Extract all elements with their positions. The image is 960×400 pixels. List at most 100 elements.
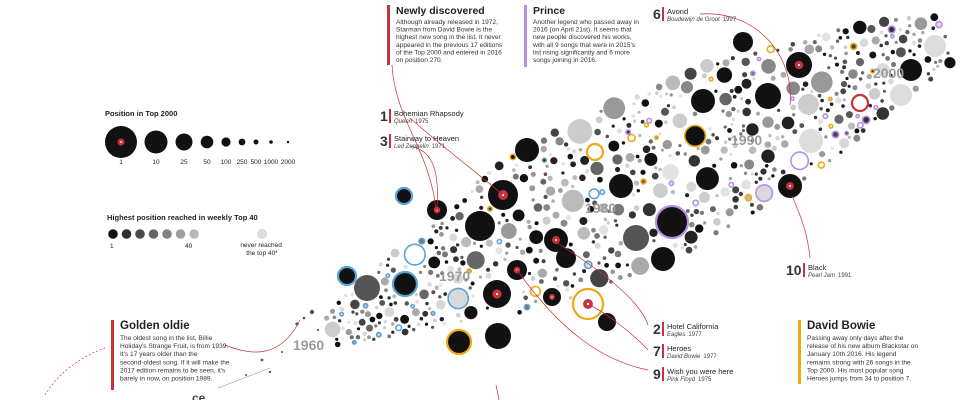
song-bubble[interactable] (486, 267, 491, 272)
song-bubble[interactable] (525, 246, 533, 254)
song-bubble[interactable] (500, 223, 517, 239)
song-bubble[interactable] (545, 186, 556, 196)
song-bubble[interactable] (642, 203, 656, 217)
song-bubble[interactable] (680, 246, 684, 250)
song-bubble[interactable] (438, 225, 443, 230)
song-bubble[interactable] (367, 335, 371, 340)
song-bubble[interactable] (853, 20, 867, 35)
song-bubble[interactable] (479, 244, 483, 248)
song-bubble[interactable] (853, 134, 861, 142)
song-bubble[interactable] (756, 56, 762, 62)
song-bubble[interactable] (466, 268, 472, 274)
song-bubble[interactable] (790, 42, 796, 47)
song-bubble[interactable] (684, 230, 698, 244)
song-bubble[interactable] (819, 151, 826, 158)
song-bubble[interactable] (431, 325, 435, 329)
song-bubble[interactable] (685, 193, 690, 198)
song-bubble[interactable] (603, 235, 607, 239)
song-bubble[interactable] (537, 268, 548, 278)
song-bubble[interactable] (672, 243, 678, 249)
song-bubble[interactable] (375, 331, 382, 338)
song-bubble[interactable] (849, 42, 858, 51)
song-bubble[interactable] (434, 229, 439, 234)
song-bubble[interactable] (436, 250, 442, 256)
song-bubble[interactable] (835, 62, 839, 67)
song-bubble[interactable] (654, 166, 658, 170)
song-bubble[interactable] (582, 251, 590, 259)
song-bubble[interactable] (565, 287, 570, 292)
song-bubble[interactable] (705, 138, 712, 145)
song-bubble[interactable] (609, 174, 633, 198)
song-bubble[interactable] (540, 137, 548, 144)
song-bubble[interactable] (351, 310, 355, 314)
song-bubble[interactable] (723, 125, 727, 129)
song-bubble[interactable] (708, 76, 714, 82)
song-bubble[interactable] (558, 188, 563, 193)
song-bubble[interactable] (529, 230, 544, 245)
song-bubble[interactable] (827, 66, 831, 70)
song-bubble[interactable] (442, 322, 446, 326)
song-bubble[interactable] (464, 306, 478, 320)
song-bubble[interactable] (385, 263, 390, 267)
song-bubble[interactable] (607, 209, 611, 213)
song-bubble[interactable] (658, 167, 662, 172)
song-bubble[interactable] (764, 164, 769, 168)
song-bubble[interactable] (556, 248, 576, 268)
song-bubble[interactable] (670, 189, 676, 195)
song-bubble[interactable] (362, 302, 369, 309)
song-bubble[interactable] (720, 146, 728, 154)
song-bubble[interactable] (725, 110, 732, 118)
song-bubble[interactable] (721, 109, 725, 113)
song-bubble[interactable] (548, 153, 553, 157)
song-bubble[interactable] (355, 312, 359, 316)
song-bubble[interactable] (528, 165, 532, 170)
song-bubble[interactable] (804, 44, 815, 55)
song-bubble[interactable] (599, 189, 606, 196)
song-bubble[interactable] (734, 85, 743, 94)
song-bubble[interactable] (685, 246, 693, 254)
song-bubble[interactable] (748, 146, 757, 154)
song-bubble[interactable] (570, 284, 575, 288)
song-bubble[interactable] (422, 310, 429, 317)
song-bubble[interactable] (563, 280, 570, 287)
song-bubble[interactable] (465, 211, 495, 241)
song-bubble[interactable] (869, 51, 877, 59)
song-bubble[interactable] (865, 83, 872, 89)
song-bubble[interactable] (842, 98, 847, 102)
song-bubble[interactable] (599, 225, 609, 235)
song-bubble[interactable] (652, 239, 656, 243)
song-bubble[interactable] (741, 57, 750, 67)
song-bubble[interactable] (868, 104, 872, 108)
song-bubble[interactable] (678, 144, 682, 148)
song-bubble[interactable] (741, 179, 751, 190)
song-bubble[interactable] (453, 256, 459, 263)
song-bubble[interactable] (570, 161, 576, 168)
song-bubble[interactable] (412, 308, 420, 317)
song-bubble[interactable] (728, 181, 735, 188)
song-bubble[interactable] (611, 124, 615, 128)
song-bubble[interactable] (819, 107, 823, 111)
song-bubble[interactable] (591, 240, 596, 244)
song-bubble[interactable] (470, 189, 475, 193)
song-bubble[interactable] (355, 335, 361, 340)
song-bubble[interactable] (434, 246, 438, 250)
song-bubble[interactable] (407, 324, 411, 328)
song-bubble[interactable] (647, 92, 651, 96)
song-bubble[interactable] (827, 96, 833, 102)
song-bubble[interactable] (817, 118, 824, 125)
song-bubble[interactable] (741, 124, 746, 128)
song-bubble[interactable] (672, 105, 676, 110)
song-bubble[interactable] (603, 217, 608, 222)
song-bubble[interactable] (636, 189, 640, 193)
song-bubble[interactable] (755, 83, 781, 109)
song-bubble[interactable] (658, 132, 662, 136)
song-bubble[interactable] (733, 138, 738, 142)
song-bubble[interactable] (617, 275, 623, 280)
song-bubble[interactable] (802, 81, 809, 87)
song-bubble[interactable] (403, 243, 426, 266)
song-bubble[interactable] (624, 163, 630, 169)
song-bubble[interactable] (822, 113, 829, 120)
song-bubble[interactable] (375, 306, 379, 310)
song-bubble[interactable] (501, 212, 506, 217)
song-bubble[interactable] (364, 311, 371, 318)
